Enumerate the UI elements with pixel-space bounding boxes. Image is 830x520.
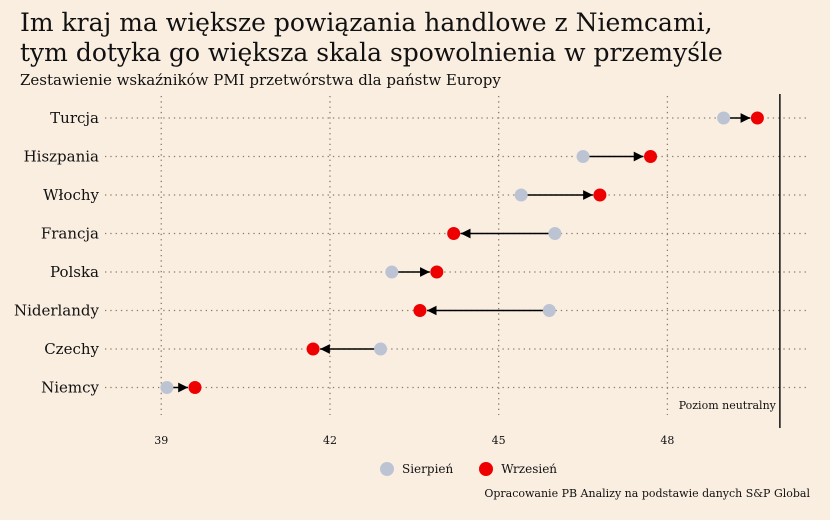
category-label: Turcja [50,109,99,127]
wrzesien-point [750,111,764,125]
wrzesien-point [413,304,427,317]
sierpien-point [160,381,174,394]
sierpien-point [717,111,731,125]
chart-subtitle: Zestawienie wskaźników PMI przetwórstwa … [20,71,501,89]
wrzesien-point [188,381,202,394]
wrzesien-point [593,188,607,202]
category-label: Polska [50,263,99,281]
x-tick-label: 42 [323,434,337,447]
wrzesien-point [644,150,658,163]
wrzesien-point [447,227,461,240]
sierpien-point [542,304,556,317]
sierpien-point [514,188,528,202]
category-label: Francja [41,225,99,243]
wrzesien-point [430,265,444,279]
sierpien-point [548,227,562,240]
category-label: Niderlandy [14,302,100,320]
legend-sierpien-label: Sierpień [402,462,454,476]
title-line-1: Im kraj ma większe powiązania handlowe z… [20,8,713,37]
sierpien-point [385,265,399,279]
category-label: Hiszpania [24,148,99,166]
wrzesien-point [306,342,320,356]
sierpien-point [576,150,590,163]
source-note: Opracowanie PB Analizy na podstawie dany… [484,487,810,500]
category-label: Czechy [44,340,99,358]
legend-wrzesien-marker [479,462,494,476]
sierpien-point [374,342,388,356]
legend: Sierpień Wrzesień [380,462,557,476]
pmi-dot-plot: 39 42 45 48 Turcja Hiszpania Włochy Francja Pol… [14,94,808,447]
category-label: Włochy [43,186,99,204]
legend-wrzesien-label: Wrzesień [501,462,558,476]
title-line-2: tym dotyka go większa skala spowolnienia… [20,38,723,67]
neutral-level-label: Poziom neutralny [679,399,777,412]
x-tick-label: 39 [154,434,168,447]
x-tick-label: 45 [492,434,506,447]
chart-title: Im kraj ma większe powiązania handlowe z… [20,8,723,68]
legend-sierpien-marker [380,462,394,476]
category-label: Niemcy [41,379,99,397]
x-tick-label: 48 [660,434,674,447]
